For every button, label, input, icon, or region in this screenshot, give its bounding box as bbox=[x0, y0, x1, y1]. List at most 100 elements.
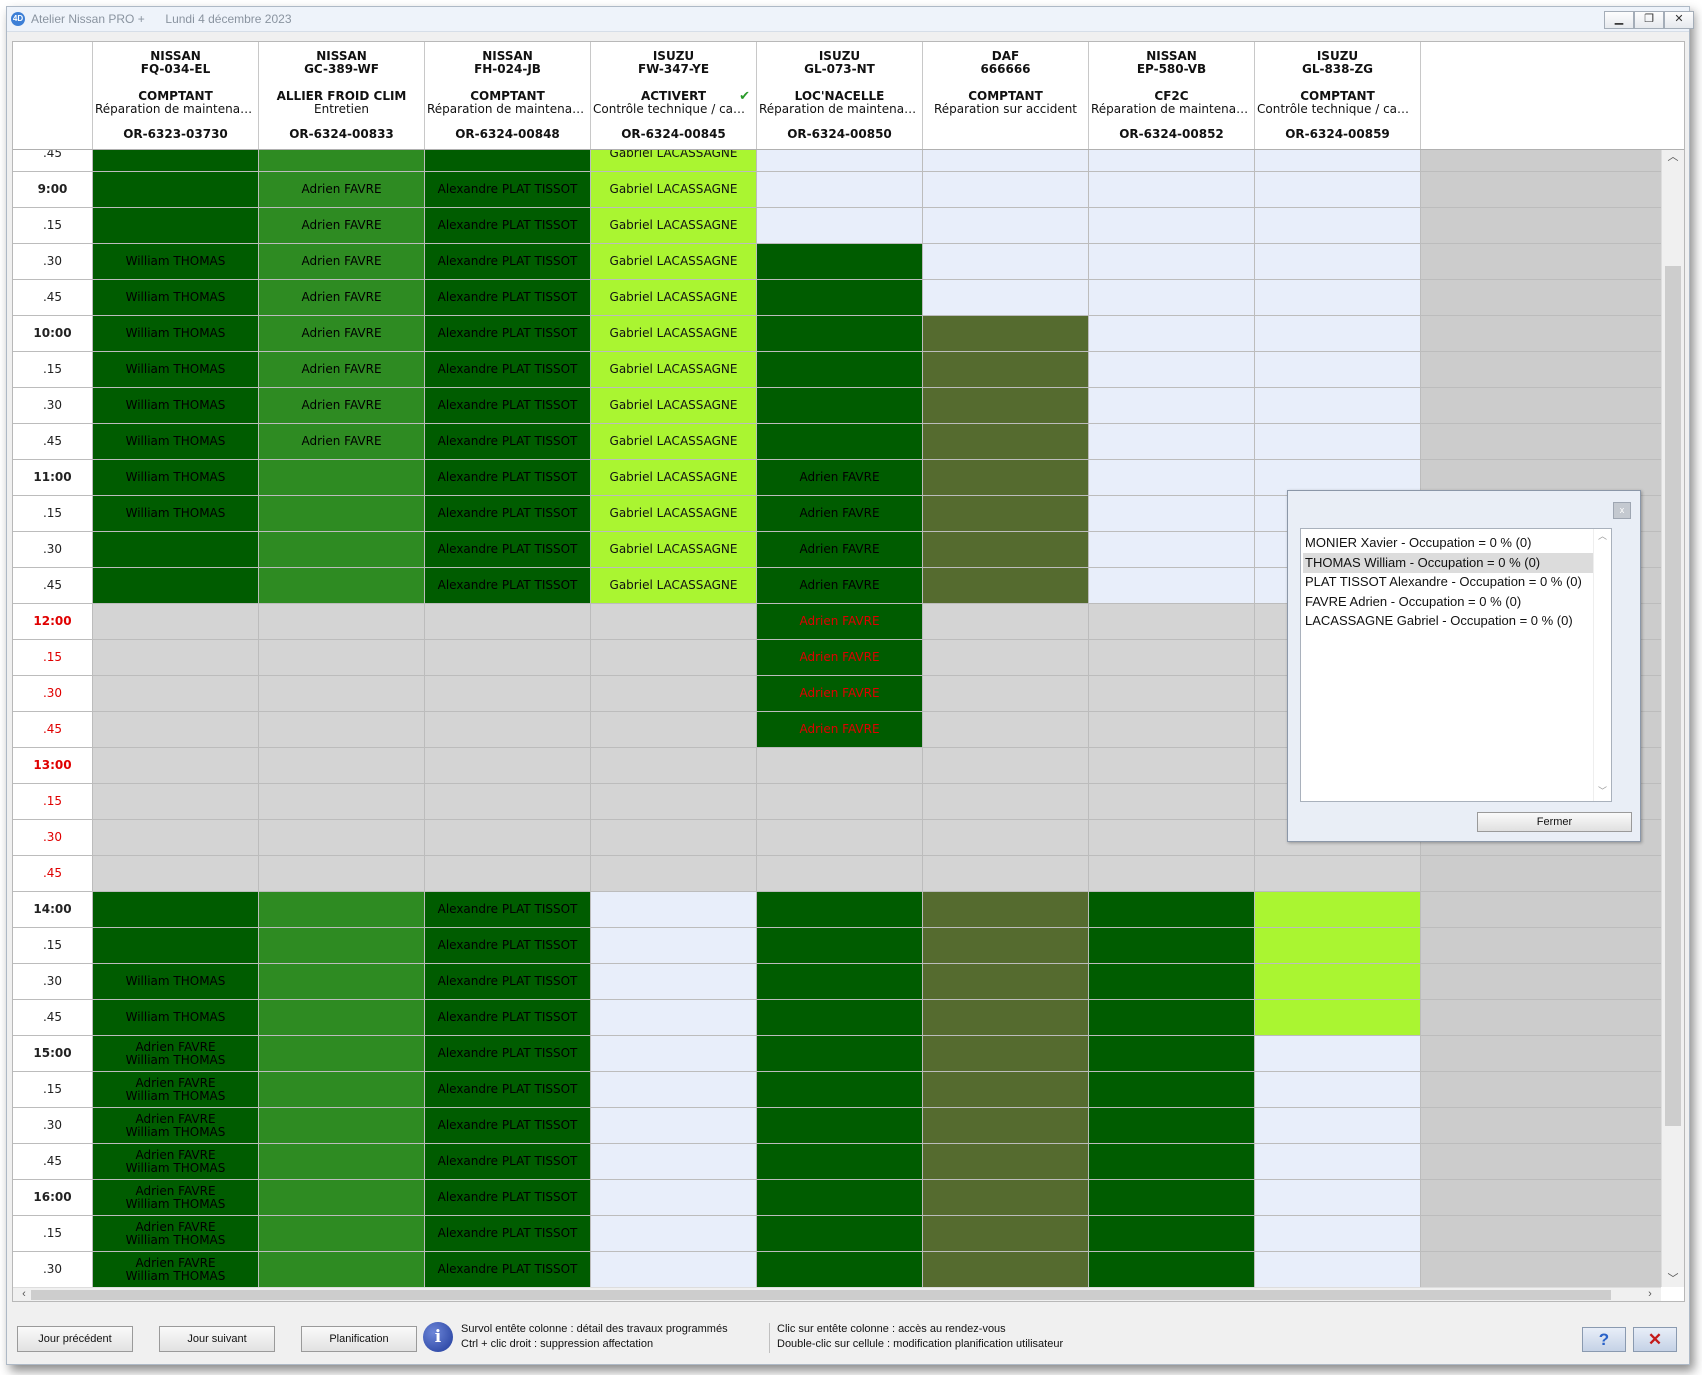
scroll-left-icon[interactable]: ‹ bbox=[22, 1288, 26, 1300]
schedule-cell[interactable] bbox=[923, 532, 1089, 568]
schedule-cell[interactable]: Alexandre PLAT TISSOT bbox=[425, 892, 591, 928]
schedule-cell[interactable]: Alexandre PLAT TISSOT bbox=[425, 1000, 591, 1036]
schedule-cell[interactable] bbox=[1089, 928, 1255, 964]
schedule-cell[interactable] bbox=[259, 820, 425, 856]
schedule-cell[interactable] bbox=[923, 856, 1089, 892]
schedule-cell[interactable] bbox=[425, 640, 591, 676]
schedule-cell[interactable] bbox=[425, 604, 591, 640]
schedule-cell[interactable]: Alexandre PLAT TISSOT bbox=[425, 244, 591, 280]
schedule-cell[interactable] bbox=[757, 1108, 923, 1144]
schedule-cell[interactable]: Adrien FAVRE bbox=[757, 676, 923, 712]
schedule-cell[interactable]: Alexandre PLAT TISSOT bbox=[425, 1144, 591, 1180]
schedule-cell[interactable] bbox=[923, 820, 1089, 856]
schedule-cell[interactable] bbox=[591, 1036, 757, 1072]
mechanic-occupation-list[interactable]: MONIER Xavier - Occupation = 0 % (0) THOM… bbox=[1300, 528, 1612, 802]
schedule-cell[interactable] bbox=[259, 1252, 425, 1287]
schedule-cell[interactable] bbox=[93, 928, 259, 964]
schedule-cell[interactable] bbox=[923, 1180, 1089, 1216]
schedule-cell[interactable] bbox=[259, 964, 425, 1000]
schedule-cell[interactable]: Gabriel LACASSAGNE bbox=[591, 460, 757, 496]
schedule-cell[interactable] bbox=[923, 676, 1089, 712]
schedule-cell[interactable] bbox=[259, 856, 425, 892]
schedule-cell[interactable] bbox=[259, 532, 425, 568]
schedule-cell[interactable]: Alexandre PLAT TISSOT bbox=[425, 388, 591, 424]
schedule-cell[interactable]: William THOMAS bbox=[93, 1000, 259, 1036]
schedule-cell[interactable]: Gabriel LACASSAGNE bbox=[591, 208, 757, 244]
schedule-cell[interactable] bbox=[1089, 1072, 1255, 1108]
schedule-cell[interactable] bbox=[591, 1252, 757, 1287]
schedule-cell[interactable]: Gabriel LACASSAGNE bbox=[591, 244, 757, 280]
schedule-cell[interactable] bbox=[757, 1036, 923, 1072]
schedule-cell[interactable] bbox=[259, 604, 425, 640]
schedule-cell[interactable]: Adrien FAVRE bbox=[757, 532, 923, 568]
restore-icon[interactable]: ❐ bbox=[1634, 11, 1664, 29]
schedule-cell[interactable] bbox=[757, 1000, 923, 1036]
schedule-cell[interactable] bbox=[1089, 388, 1255, 424]
schedule-cell[interactable] bbox=[1089, 964, 1255, 1000]
schedule-cell[interactable] bbox=[93, 604, 259, 640]
schedule-cell[interactable] bbox=[923, 208, 1089, 244]
schedule-cell[interactable] bbox=[1089, 1000, 1255, 1036]
schedule-cell[interactable] bbox=[1255, 1000, 1421, 1036]
schedule-cell[interactable] bbox=[1255, 1036, 1421, 1072]
schedule-cell[interactable] bbox=[923, 928, 1089, 964]
schedule-cell[interactable]: Alexandre PLAT TISSOT bbox=[425, 1072, 591, 1108]
vertical-scrollbar[interactable]: ︿ ﹀ bbox=[1661, 149, 1684, 1287]
schedule-cell[interactable]: Alexandre PLAT TISSOT bbox=[425, 496, 591, 532]
help-icon[interactable]: ? bbox=[1582, 1327, 1626, 1352]
schedule-cell[interactable] bbox=[757, 892, 923, 928]
schedule-cell[interactable] bbox=[1255, 1252, 1421, 1287]
scroll-down-icon[interactable]: ﹀ bbox=[1667, 1273, 1679, 1285]
schedule-cell[interactable] bbox=[1089, 460, 1255, 496]
schedule-cell[interactable] bbox=[923, 280, 1089, 316]
planning-button[interactable]: Planification bbox=[301, 1326, 417, 1352]
schedule-cell[interactable] bbox=[1255, 892, 1421, 928]
schedule-cell[interactable] bbox=[1089, 856, 1255, 892]
schedule-cell[interactable] bbox=[1255, 208, 1421, 244]
schedule-cell[interactable] bbox=[757, 1252, 923, 1287]
schedule-cell[interactable] bbox=[757, 149, 923, 172]
vertical-scroll-thumb[interactable] bbox=[1665, 266, 1681, 1126]
schedule-cell[interactable] bbox=[591, 712, 757, 748]
schedule-cell[interactable] bbox=[591, 1000, 757, 1036]
schedule-cell[interactable]: Alexandre PLAT TISSOT bbox=[425, 424, 591, 460]
horizontal-scrollbar[interactable]: ‹ › bbox=[13, 1287, 1661, 1301]
schedule-cell[interactable] bbox=[923, 149, 1089, 172]
schedule-cell[interactable]: William THOMAS bbox=[93, 316, 259, 352]
schedule-cell[interactable] bbox=[1089, 568, 1255, 604]
schedule-cell[interactable] bbox=[757, 820, 923, 856]
schedule-cell[interactable] bbox=[1255, 244, 1421, 280]
schedule-cell[interactable] bbox=[259, 1180, 425, 1216]
schedule-cell[interactable] bbox=[1255, 316, 1421, 352]
schedule-cell[interactable]: Adrien FAVRE William THOMAS bbox=[93, 1072, 259, 1108]
schedule-cell[interactable] bbox=[923, 496, 1089, 532]
schedule-cell[interactable] bbox=[1089, 604, 1255, 640]
column-header-8[interactable]: ISUZU GL-838-ZG COMPTANT Contrôle technique… bbox=[1255, 42, 1421, 149]
schedule-cell[interactable] bbox=[591, 1180, 757, 1216]
schedule-cell[interactable] bbox=[259, 1108, 425, 1144]
schedule-cell[interactable] bbox=[757, 856, 923, 892]
schedule-cell[interactable] bbox=[93, 784, 259, 820]
schedule-cell[interactable] bbox=[591, 964, 757, 1000]
schedule-cell[interactable] bbox=[1255, 388, 1421, 424]
schedule-cell[interactable] bbox=[93, 149, 259, 172]
schedule-cell[interactable] bbox=[923, 316, 1089, 352]
schedule-cell[interactable]: Alexandre PLAT TISSOT bbox=[425, 1252, 591, 1287]
schedule-cell[interactable] bbox=[757, 784, 923, 820]
schedule-cell[interactable]: Alexandre PLAT TISSOT bbox=[425, 280, 591, 316]
schedule-cell[interactable] bbox=[1089, 784, 1255, 820]
column-header-3[interactable]: NISSAN FH-024-JB COMPTANT Réparation de mai… bbox=[425, 42, 591, 149]
schedule-cell[interactable] bbox=[591, 1144, 757, 1180]
schedule-cell[interactable] bbox=[1089, 208, 1255, 244]
schedule-cell[interactable] bbox=[923, 1000, 1089, 1036]
schedule-cell[interactable] bbox=[757, 1216, 923, 1252]
schedule-cell[interactable] bbox=[757, 964, 923, 1000]
schedule-cell[interactable]: Gabriel LACASSAGNE bbox=[591, 496, 757, 532]
schedule-cell[interactable] bbox=[591, 1108, 757, 1144]
schedule-cell[interactable] bbox=[93, 892, 259, 928]
schedule-cell[interactable]: Gabriel LACASSAGNE bbox=[591, 172, 757, 208]
schedule-cell[interactable] bbox=[923, 244, 1089, 280]
schedule-cell[interactable] bbox=[425, 748, 591, 784]
schedule-cell[interactable]: Adrien FAVRE bbox=[757, 640, 923, 676]
schedule-cell[interactable]: Adrien FAVRE bbox=[259, 352, 425, 388]
